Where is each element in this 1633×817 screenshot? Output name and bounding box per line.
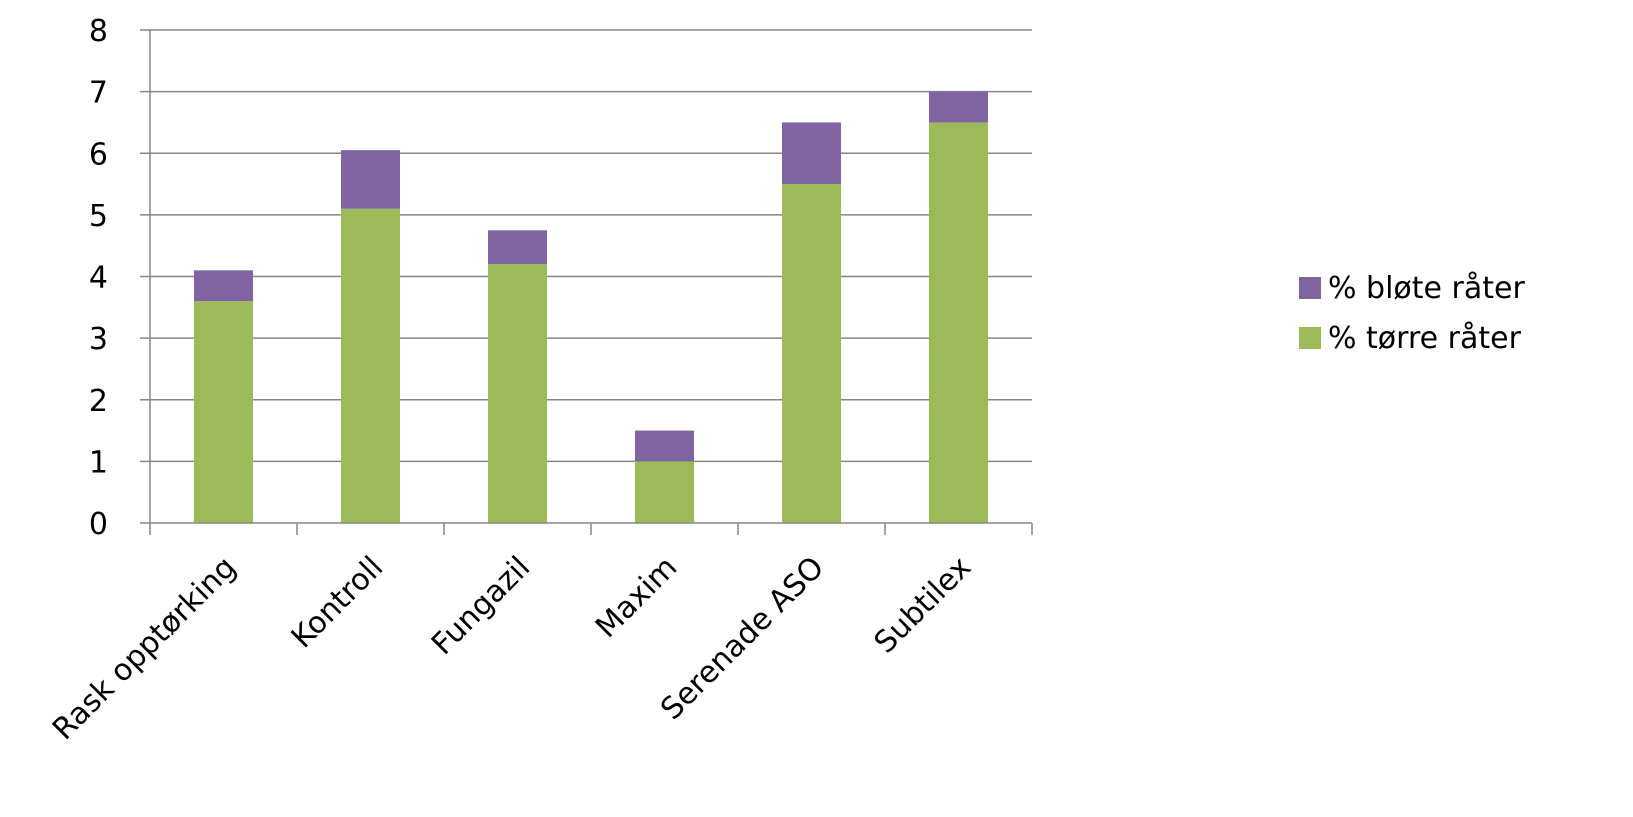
axes xyxy=(140,29,1033,535)
x-category-label: Rask opptørking xyxy=(46,550,243,747)
y-tick-label: 7 xyxy=(89,76,108,111)
y-tick-label: 4 xyxy=(89,261,108,296)
x-category-label: Maxim xyxy=(589,550,684,645)
legend-swatch xyxy=(1299,327,1321,349)
bar-segment xyxy=(488,230,547,265)
bars xyxy=(194,91,988,523)
bar-segment xyxy=(194,301,253,523)
y-tick-label: 2 xyxy=(89,384,108,419)
bar-segment xyxy=(488,264,547,523)
legend-label: % tørre råter xyxy=(1328,321,1522,356)
x-category-label: Kontroll xyxy=(285,550,390,655)
bar-segment xyxy=(782,184,841,523)
legend-swatch xyxy=(1299,277,1321,299)
y-tick-label: 3 xyxy=(89,322,108,357)
bar-segment xyxy=(194,270,253,302)
bar-segment xyxy=(929,122,988,523)
bar-segment xyxy=(635,430,694,462)
y-tick-label: 1 xyxy=(89,445,108,480)
x-category-label: Fungazil xyxy=(425,550,537,662)
y-tick-label: 5 xyxy=(89,199,108,234)
bar-segment xyxy=(341,208,400,523)
gridlines xyxy=(150,29,1032,463)
y-tick-label: 0 xyxy=(89,507,108,542)
bar-segment xyxy=(635,461,694,523)
bar-segment xyxy=(929,91,988,123)
legend-label: % bløte råter xyxy=(1328,271,1525,306)
y-tick-label: 8 xyxy=(89,14,108,49)
legend: % bløte råter % tørre råter xyxy=(1299,271,1525,356)
y-tick-label: 6 xyxy=(89,137,108,172)
y-tick-labels: 0 1 2 3 4 5 6 7 8 xyxy=(89,14,108,542)
bar-segment xyxy=(341,150,400,209)
x-category-label: Subtilex xyxy=(868,550,978,660)
x-category-labels: Rask opptørking Kontroll Fungazil MaximSere… xyxy=(46,550,978,747)
bar-segment xyxy=(782,122,841,185)
